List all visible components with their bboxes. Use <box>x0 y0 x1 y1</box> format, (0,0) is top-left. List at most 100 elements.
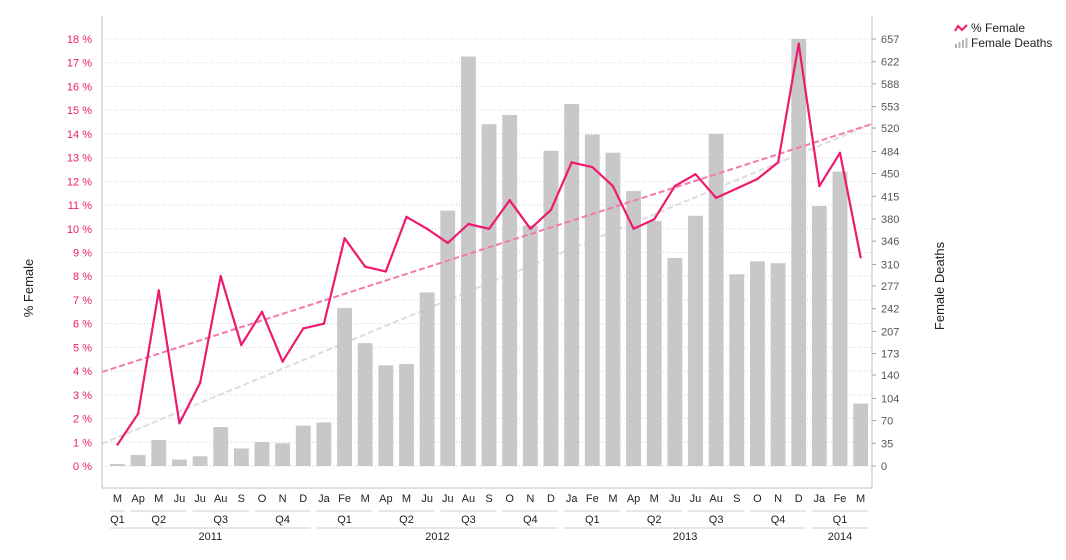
x-month-label: Ju <box>421 493 433 505</box>
x-month-label: Ap <box>379 493 392 505</box>
x-month-label: Au <box>214 493 227 505</box>
line-point <box>116 443 119 446</box>
x-month-label: D <box>795 493 803 505</box>
y-right-tick-label: 450 <box>881 169 899 181</box>
bar <box>275 443 291 466</box>
x-month-label: Ja <box>814 493 827 505</box>
y-left-tick-label: 10 % <box>67 224 92 236</box>
y-left-tick-label: 16 % <box>67 81 92 93</box>
y-right-tick-label: 173 <box>881 349 899 361</box>
x-quarter-label: Q1 <box>585 514 600 526</box>
y-left-tick-label: 17 % <box>67 58 92 70</box>
bar <box>337 308 352 466</box>
x-month-label: Ap <box>131 493 144 505</box>
legend-item-percent-female[interactable]: % Female <box>954 20 1052 35</box>
x-month-label: S <box>485 493 492 505</box>
bar <box>584 134 600 466</box>
y-right-tick-label: 242 <box>881 304 899 316</box>
x-year-label: 2011 <box>199 531 223 543</box>
bar <box>688 215 703 466</box>
y-left-tick-label: 4 % <box>73 366 92 378</box>
y-axis-right-ticks: 0 35 70 104 140 173 207 242 277 310 346 380 415 450 48… <box>881 34 899 473</box>
y-right-tick-label: 0 <box>881 461 887 473</box>
bar <box>440 210 456 466</box>
legend-label-percent-female: % Female <box>971 20 1026 35</box>
x-month-label: Ju <box>194 493 206 505</box>
x-quarter-label: Q4 <box>275 514 290 526</box>
x-month-label: Fe <box>834 493 847 505</box>
line-point <box>157 289 160 292</box>
x-quarter-label: Q4 <box>771 514 786 526</box>
bar <box>522 225 538 466</box>
bar <box>171 459 187 466</box>
legend-item-female-deaths[interactable]: Female Deaths <box>954 35 1052 50</box>
line-series-percent-female <box>116 42 862 446</box>
line-point <box>653 218 656 221</box>
x-quarter-label: Q1 <box>833 514 848 526</box>
bar <box>832 171 848 466</box>
line-point <box>797 42 800 45</box>
y-right-tick-label: 104 <box>881 393 899 405</box>
x-month-label: D <box>547 493 555 505</box>
x-month-label: S <box>238 493 245 505</box>
x-month-label: N <box>774 493 782 505</box>
bar <box>213 427 229 466</box>
y-right-tick-label: 35 <box>881 438 893 450</box>
y-axis-left-ticks: 0 % 1 % 2 % 3 % 4 % 5 % 6 % 7 % 8 % 9 % 10 % 11 % 12… <box>67 34 92 473</box>
x-month-label: N <box>279 493 287 505</box>
line-point <box>591 165 594 169</box>
x-month-label: Ja <box>318 493 331 505</box>
bar <box>460 56 476 467</box>
bar <box>419 292 435 466</box>
bar <box>130 454 146 466</box>
line-point <box>384 270 388 273</box>
line-point <box>632 227 635 230</box>
x-month-label: Ju <box>442 493 454 505</box>
x-axis-labels: M Ap M Ju Ju Au S O N D Ja Fe M Ap M Ju Ju Au S O N D Ja Fe M Ap M… <box>110 493 868 543</box>
y-right-tick-label: 657 <box>881 34 899 46</box>
x-month-label: Au <box>462 493 475 505</box>
x-month-label: Ju <box>174 493 186 505</box>
line-swatch-icon <box>954 23 968 32</box>
x-quarter-label: Q3 <box>213 514 228 526</box>
line-point <box>260 310 264 314</box>
y-left-tick-label: 13 % <box>67 153 92 165</box>
x-month-label: O <box>753 493 762 505</box>
x-month-label: Ap <box>627 493 640 505</box>
x-year-label: 2012 <box>425 531 449 543</box>
y-axis-right-title: Female Deaths <box>932 241 947 330</box>
line-point <box>425 227 429 230</box>
y-left-tick-label: 7 % <box>73 295 92 307</box>
line-point <box>302 327 305 330</box>
y-right-tick-label: 622 <box>881 57 899 69</box>
y-left-tick-label: 1 % <box>73 437 92 449</box>
bar <box>481 124 497 467</box>
legend: % Female Female Deaths <box>954 20 1052 50</box>
line-point <box>694 173 697 176</box>
line-point <box>735 187 738 190</box>
line-point <box>776 161 780 164</box>
y-left-tick-label: 18 % <box>67 34 92 46</box>
y-right-tick-label: 277 <box>881 281 899 293</box>
bar <box>749 261 765 466</box>
x-month-label: Ju <box>669 493 681 505</box>
y-right-tick-label: 346 <box>881 236 899 248</box>
y-left-tick-label: 5 % <box>73 342 92 354</box>
bar <box>378 365 394 466</box>
x-month-label: O <box>505 493 514 505</box>
line-point <box>673 184 677 188</box>
y-right-tick-label: 207 <box>881 326 899 338</box>
y-axis-left-title: % Female <box>21 259 36 318</box>
x-month-label: O <box>258 493 267 505</box>
bar <box>399 363 414 466</box>
y-left-tick-label: 12 % <box>67 176 92 188</box>
bar <box>667 258 683 466</box>
y-left-tick-label: 3 % <box>73 390 92 402</box>
line-point <box>467 222 470 226</box>
line-point <box>487 227 491 230</box>
line-point <box>714 196 718 200</box>
x-quarter-label: Q1 <box>337 514 352 526</box>
y-left-tick-label: 6 % <box>73 319 92 331</box>
line-point <box>322 322 326 325</box>
